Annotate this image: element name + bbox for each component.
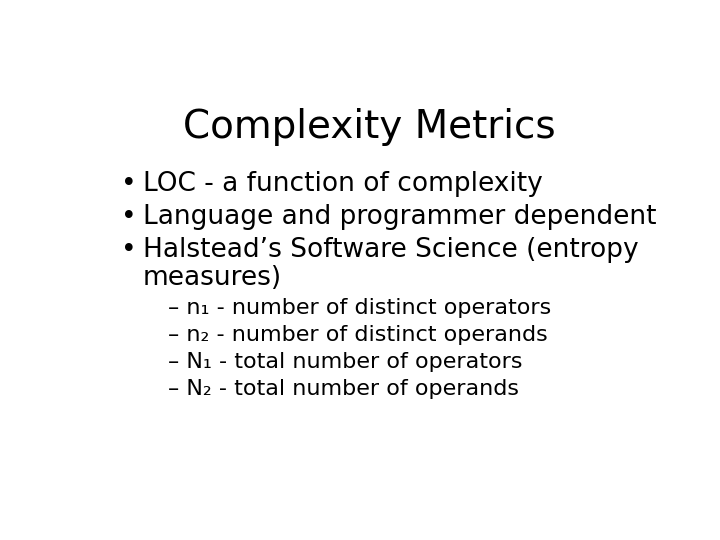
Text: Language and programmer dependent: Language and programmer dependent xyxy=(143,204,657,230)
Text: •: • xyxy=(121,204,136,230)
Text: Complexity Metrics: Complexity Metrics xyxy=(183,109,555,146)
Text: – n₁ - number of distinct operators: – n₁ - number of distinct operators xyxy=(168,298,552,318)
Text: Halstead’s Software Science (entropy: Halstead’s Software Science (entropy xyxy=(143,238,639,264)
Text: measures): measures) xyxy=(143,265,282,291)
Text: •: • xyxy=(121,171,136,197)
Text: – n₂ - number of distinct operands: – n₂ - number of distinct operands xyxy=(168,325,548,345)
Text: LOC - a function of complexity: LOC - a function of complexity xyxy=(143,171,543,197)
Text: – N₁ - total number of operators: – N₁ - total number of operators xyxy=(168,352,523,372)
Text: •: • xyxy=(121,238,136,264)
Text: – N₂ - total number of operands: – N₂ - total number of operands xyxy=(168,379,519,399)
